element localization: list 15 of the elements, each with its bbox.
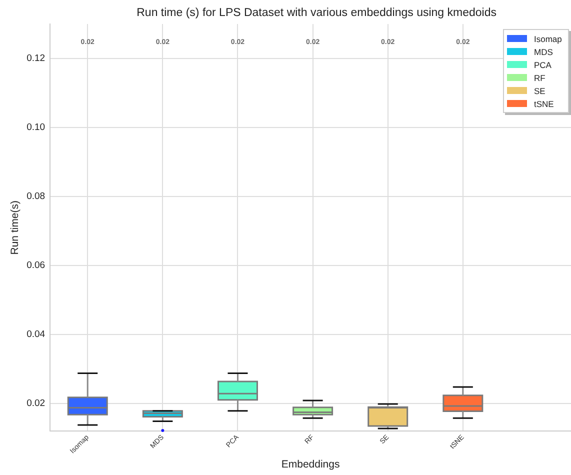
y-tick-label: 0.04	[26, 329, 46, 340]
legend-label: PCA	[534, 60, 552, 70]
legend-label: SE	[534, 86, 546, 96]
y-tick-label: 0.10	[26, 122, 46, 134]
legend-label: Isomap	[534, 34, 562, 44]
y-tick-label: 0.08	[26, 191, 46, 202]
legend-label: tSNE	[534, 98, 554, 108]
legend-label: RF	[534, 72, 546, 82]
chart-title: Run time (s) for LPS Dataset with various embeddings using kmedoids	[136, 7, 497, 20]
legend-label: MDS	[534, 46, 553, 56]
y-tick-label: 0.06	[26, 260, 46, 272]
y-tick-label: 0.12	[26, 53, 46, 64]
y-axis-title: Run time(s)	[9, 200, 22, 255]
x-axis-title: Embeddings	[281, 458, 340, 471]
y-tick-label: 0.02	[26, 398, 46, 410]
